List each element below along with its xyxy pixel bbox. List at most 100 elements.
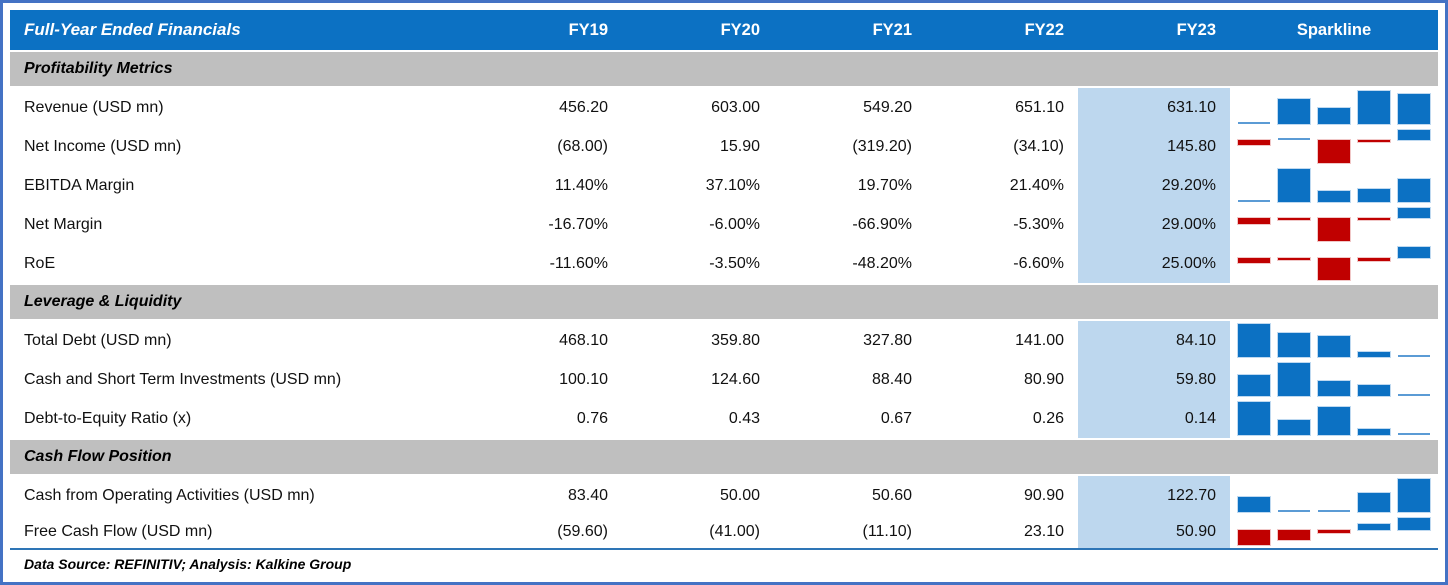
spark-bar xyxy=(1358,385,1390,396)
spark-bar xyxy=(1318,407,1350,435)
cell-fy23: 145.80 xyxy=(1078,127,1230,166)
cell-fy20: (41.00) xyxy=(709,522,760,540)
row-label: Free Cash Flow (USD mn) xyxy=(24,522,213,540)
spark-bar xyxy=(1278,218,1310,220)
cell-fy21: -48.20% xyxy=(852,254,912,272)
cell-fy23: 84.10 xyxy=(1078,321,1230,360)
spark-bar xyxy=(1238,324,1270,357)
sparkline-revenue xyxy=(1230,88,1438,127)
cell-fy22: -5.30% xyxy=(1013,215,1064,233)
row-label: Net Income (USD mn) xyxy=(24,137,182,155)
cell-fy22: (34.10) xyxy=(1013,137,1064,155)
cell-fy20: -6.00% xyxy=(709,215,760,233)
cell-fy20: -3.50% xyxy=(709,254,760,272)
cell-fy21: 88.40 xyxy=(871,370,912,388)
spark-bar xyxy=(1238,497,1270,512)
spark-bar xyxy=(1318,140,1350,163)
table-row-total-debt: Total Debt (USD mn) 468.10 359.80 327.80… xyxy=(10,321,1438,360)
cell-fy23: 25.00% xyxy=(1078,244,1230,283)
spark-bar xyxy=(1398,130,1430,140)
section-header-leverage: Leverage & Liquidity xyxy=(10,283,1438,321)
cell-fy20: 50.00 xyxy=(719,486,760,504)
spark-bar xyxy=(1358,352,1390,357)
row-label: Revenue (USD mn) xyxy=(24,98,164,116)
cell-fy21: 50.60 xyxy=(871,486,912,504)
spark-bar xyxy=(1278,258,1310,260)
row-label: Cash from Operating Activities (USD mn) xyxy=(24,486,315,504)
spark-bar xyxy=(1358,493,1390,512)
cell-fy21: 0.67 xyxy=(880,409,912,427)
spark-bar xyxy=(1398,208,1430,218)
spark-bar xyxy=(1358,524,1390,530)
spark-bar xyxy=(1318,218,1350,241)
cell-fy23: 29.20% xyxy=(1078,166,1230,205)
sparkline-free-cash-flow xyxy=(1230,515,1438,548)
sparkline-debt-to-equity xyxy=(1230,399,1438,438)
cell-fy19: 456.20 xyxy=(559,98,608,116)
sparkline-cash-sti xyxy=(1230,360,1438,399)
cell-fy20: 359.80 xyxy=(711,331,760,349)
cell-fy22: 651.10 xyxy=(1015,98,1064,116)
col-header-fy23: FY23 xyxy=(1176,20,1216,39)
cell-fy19: 83.40 xyxy=(567,486,608,504)
cell-fy20: 603.00 xyxy=(711,98,760,116)
spark-bar xyxy=(1318,191,1350,202)
row-label: Cash and Short Term Investments (USD mn) xyxy=(24,370,342,388)
spark-bar xyxy=(1318,336,1350,357)
spark-bar xyxy=(1278,99,1310,124)
table-row-cash-from-operations: Cash from Operating Activities (USD mn) … xyxy=(10,476,1438,515)
table-row-cash-sti: Cash and Short Term Investments (USD mn)… xyxy=(10,360,1438,399)
cell-fy20: 37.10% xyxy=(705,176,760,194)
cell-fy21: 549.20 xyxy=(863,98,912,116)
cell-fy22: 23.10 xyxy=(1023,522,1064,540)
spark-bar xyxy=(1398,94,1430,124)
table-row-net-margin: Net Margin -16.70% -6.00% -66.90% -5.30%… xyxy=(10,205,1438,244)
table-row-ebitda-margin: EBITDA Margin 11.40% 37.10% 19.70% 21.40… xyxy=(10,166,1438,205)
spark-bar xyxy=(1238,530,1270,545)
cell-fy22: 0.26 xyxy=(1032,409,1064,427)
spark-bar xyxy=(1238,218,1270,224)
spark-bar xyxy=(1278,169,1310,202)
row-label: RoE xyxy=(24,254,56,272)
cell-fy21: (11.10) xyxy=(862,522,912,540)
col-header-sparkline: Sparkline xyxy=(1296,20,1372,39)
cell-fy20: 0.43 xyxy=(728,409,760,427)
row-label: Net Margin xyxy=(24,215,103,233)
sparkline-roe xyxy=(1230,244,1438,283)
spark-bar xyxy=(1398,355,1430,357)
table-row-free-cash-flow: Free Cash Flow (USD mn) (59.60) (41.00) … xyxy=(10,515,1438,548)
spark-bar xyxy=(1278,333,1310,357)
sparkline-net-margin xyxy=(1230,205,1438,244)
spark-bar xyxy=(1398,433,1430,435)
table-row-roe: RoE -11.60% -3.50% -48.20% -6.60% 25.00% xyxy=(10,244,1438,283)
spark-bar xyxy=(1238,258,1270,263)
spark-bar xyxy=(1238,402,1270,435)
cell-fy19: (59.60) xyxy=(557,522,608,540)
sparkline-cash-from-operations xyxy=(1230,476,1438,515)
cell-fy19: 11.40% xyxy=(554,176,608,194)
spark-bar xyxy=(1358,258,1390,261)
row-label: Total Debt (USD mn) xyxy=(24,331,172,349)
spark-bar xyxy=(1358,91,1390,124)
cell-fy22: 21.40% xyxy=(1009,176,1064,194)
cell-fy22: 80.90 xyxy=(1023,370,1064,388)
section-header-cash-flow: Cash Flow Position xyxy=(10,438,1438,476)
spark-bar xyxy=(1358,218,1390,220)
spark-bar xyxy=(1278,420,1310,435)
spark-bar xyxy=(1238,122,1270,124)
cell-fy23: 631.10 xyxy=(1078,88,1230,127)
cell-fy21: 19.70% xyxy=(857,176,912,194)
cell-fy21: (319.20) xyxy=(852,137,912,155)
cell-fy23: 0.14 xyxy=(1078,399,1230,438)
cell-fy23: 29.00% xyxy=(1078,205,1230,244)
table-row-debt-to-equity: Debt-to-Equity Ratio (x) 0.76 0.43 0.67 … xyxy=(10,399,1438,438)
cell-fy20: 15.90 xyxy=(719,137,760,155)
spark-bar xyxy=(1278,363,1310,396)
spark-bar xyxy=(1318,530,1350,533)
cell-fy23: 50.90 xyxy=(1078,515,1230,548)
row-label: EBITDA Margin xyxy=(24,176,135,194)
cell-fy21: 327.80 xyxy=(863,331,912,349)
cell-fy21: -66.90% xyxy=(852,215,912,233)
spark-bar xyxy=(1318,258,1350,280)
